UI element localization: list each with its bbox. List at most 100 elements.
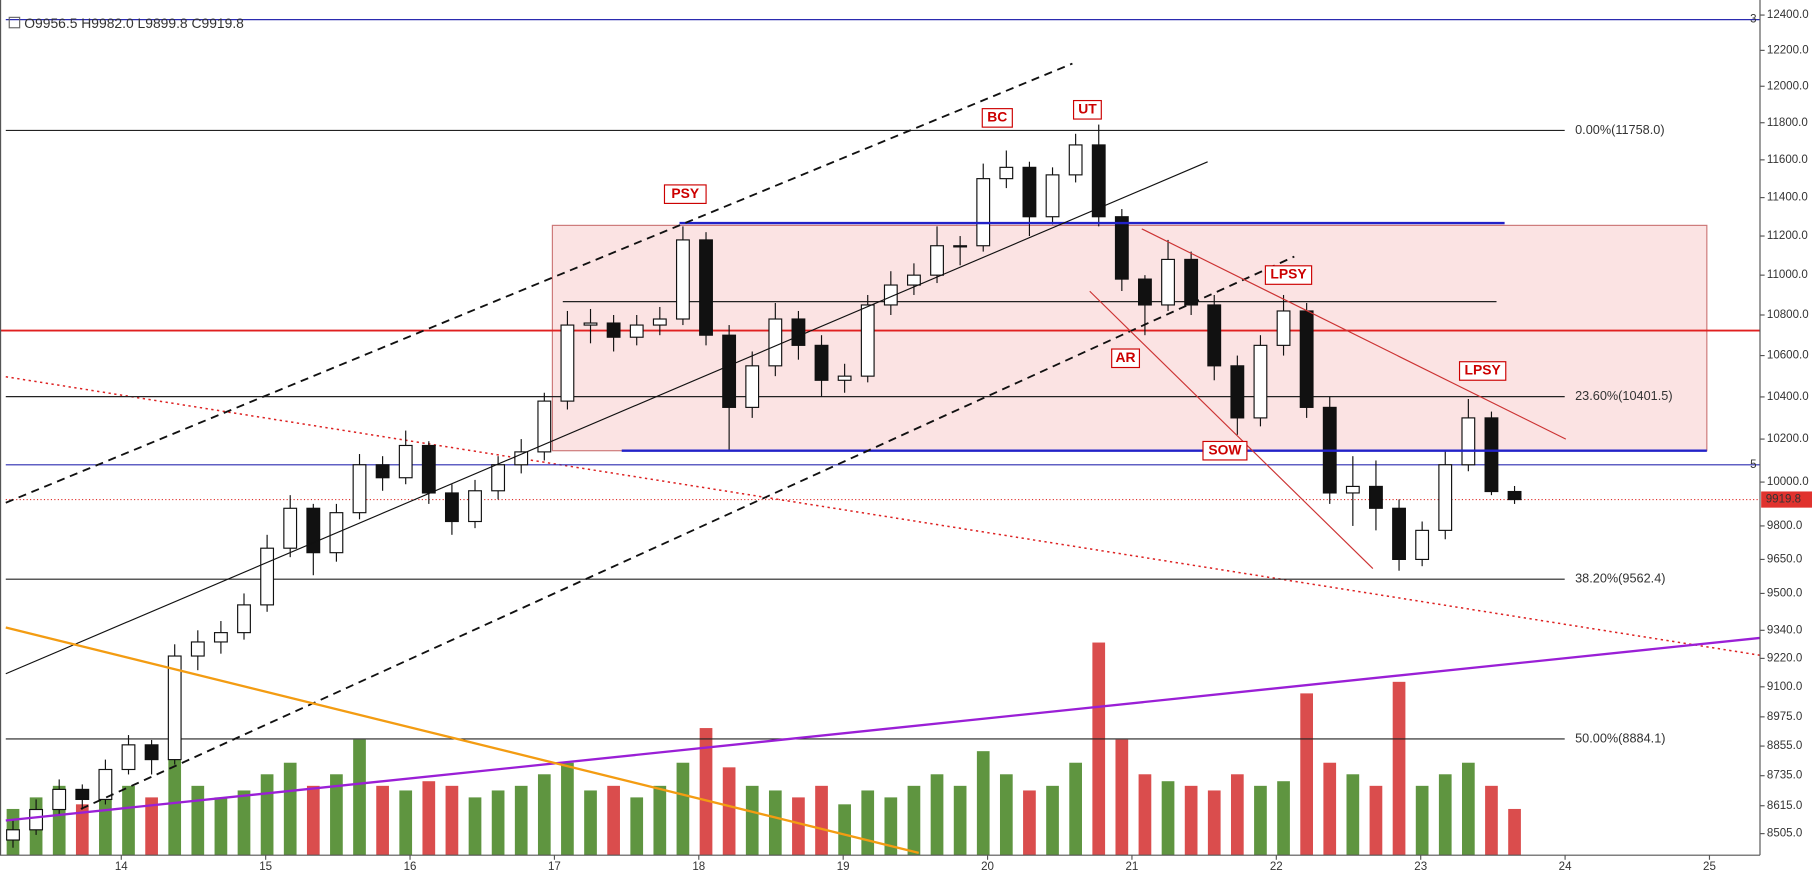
- annotation: BC: [987, 109, 1007, 125]
- annotation: AR: [1116, 349, 1136, 365]
- candle-body: [444, 492, 459, 523]
- volume-bar: [1369, 785, 1383, 856]
- candle-body: [999, 166, 1014, 180]
- y-tick-label: 12400.0: [1767, 9, 1809, 21]
- candle-body: [1415, 529, 1430, 560]
- candle-body: [606, 322, 621, 338]
- volume-bar: [1161, 781, 1175, 856]
- x-tick-label: 19: [837, 861, 850, 873]
- x-tick-label: 24: [1559, 861, 1572, 873]
- volume-bar: [1438, 774, 1452, 856]
- volume-bar: [122, 785, 135, 856]
- y-tick-label: 9800.0: [1767, 520, 1802, 532]
- annotations: PSY BC UT AR SOW LPSY LPSY: [663, 99, 1507, 461]
- y-tick-label: 9220.0: [1767, 652, 1802, 664]
- trend-line: [5, 626, 919, 854]
- candle-body: [930, 245, 944, 276]
- volume-bar: [445, 785, 459, 856]
- x-tick-label: 17: [548, 861, 561, 873]
- y-tick-label: 10400.0: [1767, 391, 1809, 403]
- last-price-label: 9919.8: [1766, 494, 1801, 506]
- ohlc-header: O9956.5 H9982.0 L9899.8 C9919.8: [24, 15, 244, 31]
- volume-bar: [653, 785, 667, 856]
- annotation: LPSY: [1270, 266, 1307, 282]
- volume-bar: [214, 797, 228, 856]
- annotation: UT: [1078, 100, 1097, 116]
- candle-body: [52, 788, 67, 811]
- candle-body: [1369, 485, 1383, 509]
- trend-line: [5, 161, 1208, 675]
- candle-body: [1276, 310, 1291, 346]
- annotation-box: [1072, 99, 1102, 120]
- volume-bar: [1092, 642, 1106, 856]
- candle-body: [1253, 344, 1268, 419]
- volume-bar: [75, 804, 89, 856]
- annotation-box: [1111, 348, 1141, 369]
- volume-bar: [1346, 774, 1360, 856]
- candle-body: [352, 464, 367, 514]
- candle-body: [1299, 310, 1314, 408]
- candle-body: [699, 239, 713, 336]
- y-tick-label: 8615.0: [1767, 800, 1802, 812]
- candle-body: [398, 444, 413, 479]
- candle-body: [883, 284, 898, 306]
- horizontal-line-label: 5: [1750, 459, 1756, 471]
- candle-body: [652, 318, 667, 326]
- candle-body: [306, 507, 321, 554]
- volume-bar: [953, 785, 967, 856]
- candle-body: [6, 829, 20, 841]
- x-tick-label: 20: [981, 861, 994, 873]
- candle-body: [75, 788, 90, 801]
- candle-body: [768, 318, 783, 367]
- y-tick-label: 9340.0: [1767, 624, 1802, 636]
- trend-line: [5, 376, 1761, 656]
- candle-body: [1045, 174, 1060, 218]
- volume-bar: [1207, 790, 1221, 856]
- candle-body: [953, 245, 968, 248]
- candle-body: [1207, 304, 1222, 367]
- y-tick-label: 11000.0: [1767, 269, 1808, 281]
- candle-body: [283, 507, 298, 549]
- y-tick-label: 10200.0: [1767, 433, 1809, 445]
- candle-body: [629, 324, 644, 338]
- trend-line: [1141, 228, 1567, 440]
- candle-body: [1392, 507, 1406, 560]
- candle-body: [860, 304, 875, 377]
- annotation: SOW: [1208, 441, 1242, 457]
- volume-bar: [514, 785, 528, 856]
- candle-body: [237, 604, 251, 634]
- candle-body: [213, 632, 228, 643]
- y-tick-label: 9100.0: [1767, 681, 1802, 693]
- annotation-box: [1458, 361, 1507, 381]
- volume-bar: [330, 774, 343, 856]
- volume-bar: [1508, 808, 1521, 856]
- volume-bar: [191, 785, 205, 856]
- volume-bar: [1023, 790, 1036, 856]
- x-tick-label: 23: [1414, 861, 1427, 873]
- volume-bar: [376, 785, 389, 856]
- volume-bar: [699, 728, 713, 856]
- x-tick-label: 25: [1703, 861, 1716, 873]
- volume-bar: [1300, 693, 1313, 856]
- candle-body: [260, 547, 275, 606]
- candle-body: [1138, 278, 1152, 306]
- candle-body: [1068, 144, 1083, 176]
- candle-body: [98, 768, 113, 801]
- collapse-icon[interactable]: [8, 16, 21, 29]
- candle-body: [906, 274, 921, 286]
- annotation-box: [1202, 440, 1248, 461]
- annotation-box: [1264, 265, 1313, 285]
- volume-bar: [745, 785, 759, 856]
- volume-bar: [930, 774, 944, 856]
- volume-bar: [283, 762, 297, 856]
- y-tick-label: 9650.0: [1767, 553, 1802, 565]
- volume-bar: [99, 790, 112, 856]
- candle-body: [167, 655, 182, 761]
- candles-layer: [6, 124, 1522, 848]
- last-price-tag: [1761, 491, 1812, 508]
- x-tick-label: 18: [692, 861, 705, 873]
- fib-label: 38.20%(9562.4): [1575, 571, 1665, 586]
- candle-body: [814, 344, 829, 381]
- volume-bar: [976, 751, 990, 856]
